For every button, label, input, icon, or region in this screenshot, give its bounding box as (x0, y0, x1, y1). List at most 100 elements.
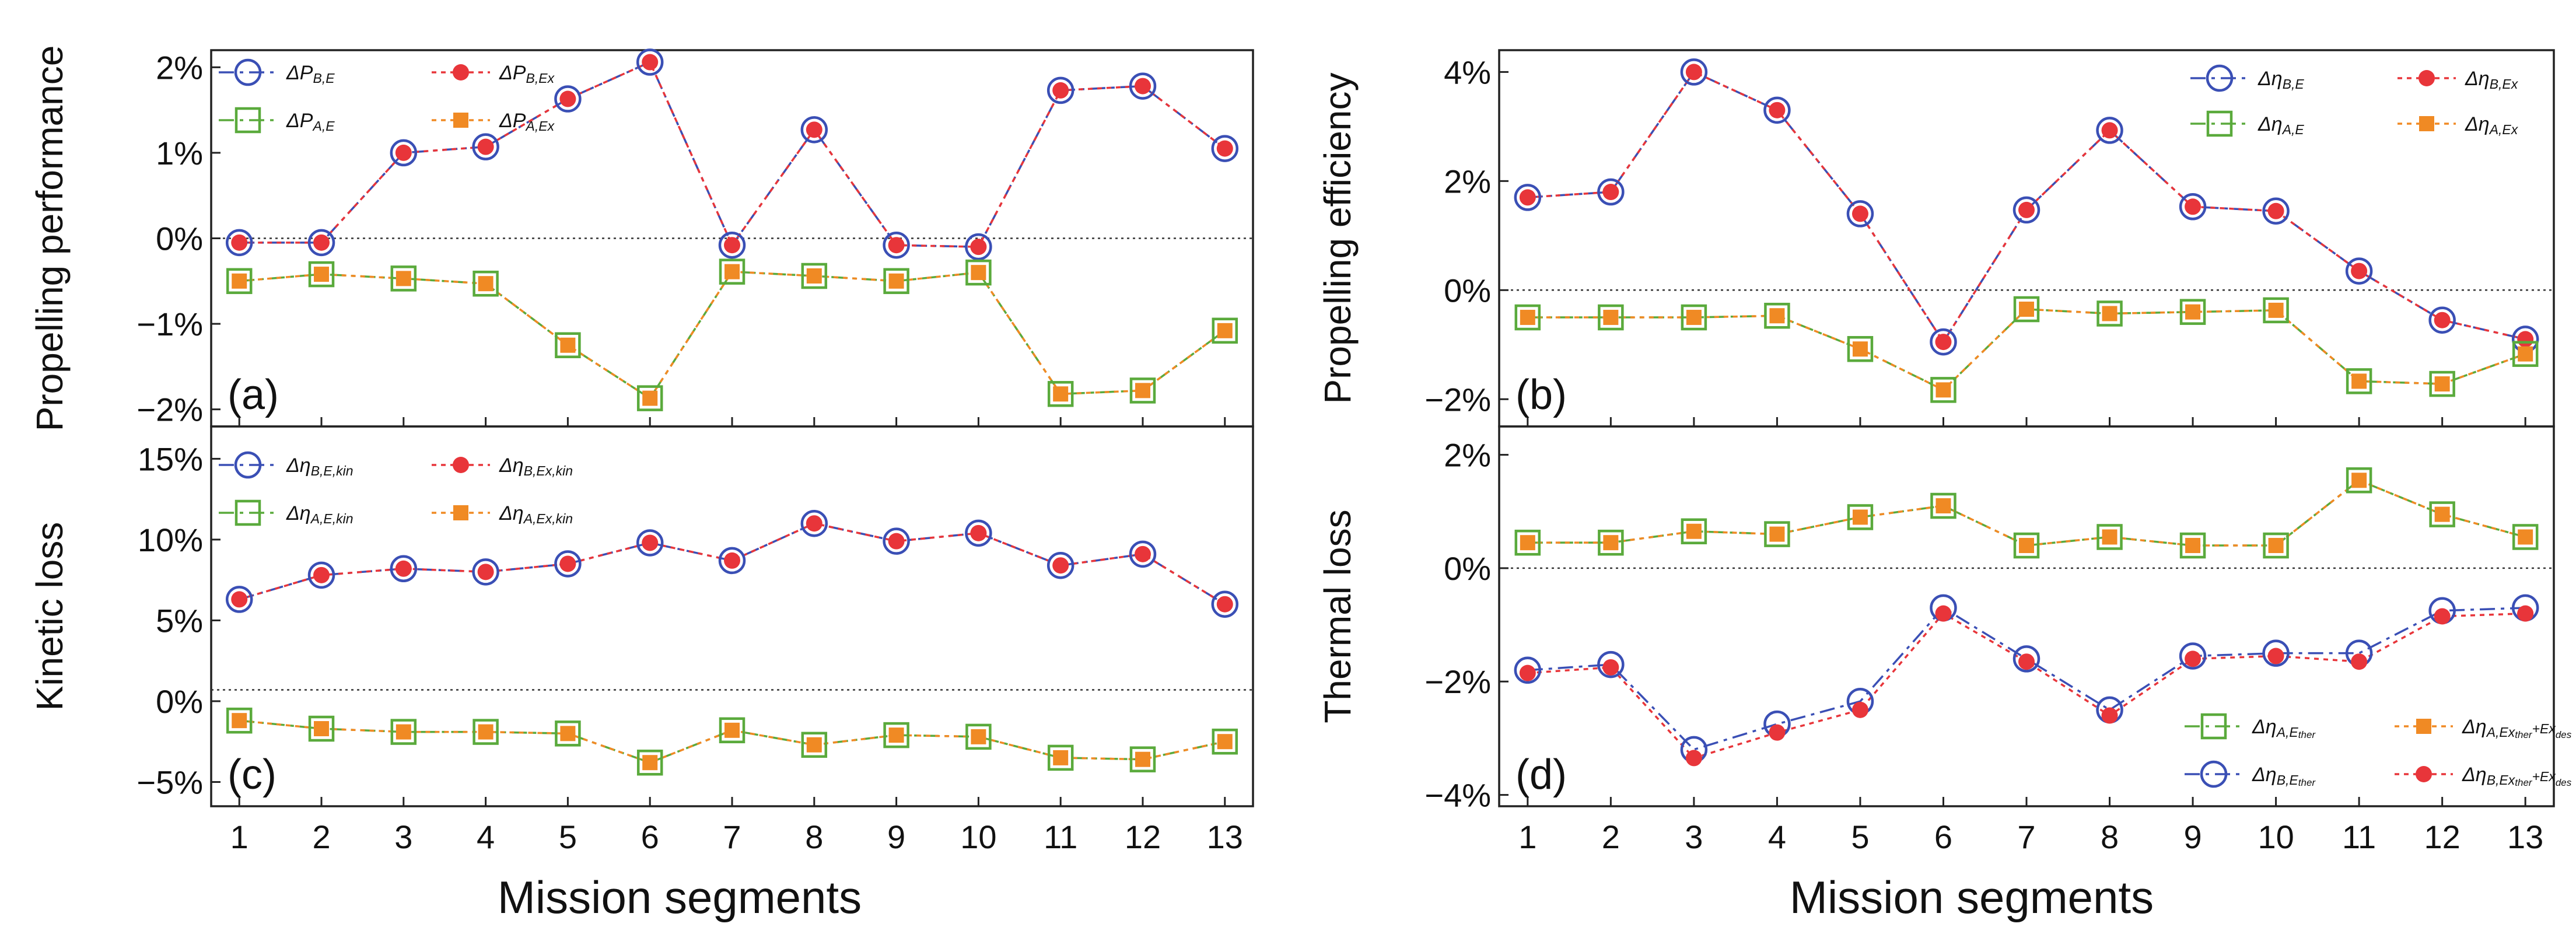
data-point (2518, 529, 2533, 545)
data-point (2096, 117, 2123, 144)
x-tick-label: 10 (960, 818, 996, 855)
legend-label: ΔPB,E (286, 62, 335, 86)
data-point (2018, 653, 2035, 670)
panel-a-propelling-performance: −2% −1% 0% 1% 2% Propelling performance (a) ΔPB… (29, 46, 1254, 431)
data-point (888, 237, 905, 254)
data-point (1514, 529, 1541, 556)
data-point (1935, 334, 1952, 351)
data-point (1217, 734, 1233, 750)
data-point (642, 755, 658, 771)
data-point (806, 268, 822, 284)
data-point (2429, 501, 2455, 527)
legend-marker (453, 64, 469, 81)
data-point (800, 116, 828, 144)
data-point (2263, 532, 2289, 559)
data-point (395, 144, 412, 161)
data-point (2179, 299, 2206, 325)
series-line (239, 270, 1226, 400)
data-point (2185, 304, 2201, 320)
series-line (239, 61, 1226, 248)
data-point (2512, 341, 2539, 367)
data-point (1212, 317, 1238, 344)
data-point (559, 555, 576, 572)
data-point (1852, 205, 1868, 222)
data-point (2102, 529, 2118, 545)
data-point (473, 719, 499, 745)
legend-marker (2416, 719, 2431, 734)
data-point (226, 707, 253, 734)
data-point (1681, 518, 1707, 545)
data-point (883, 231, 910, 259)
x-tick-label: 12 (1125, 818, 1161, 855)
data-point (883, 268, 909, 295)
y-tick-label: −2% (1424, 663, 1491, 700)
x-tick-label: 1 (1518, 818, 1536, 855)
legend-label: ΔηB,Exther+Exdes (2462, 764, 2572, 788)
x-tick-label: 5 (559, 818, 577, 855)
series-line (1527, 479, 2526, 547)
data-point (719, 258, 746, 285)
data-point (560, 337, 576, 353)
legend-label: ΔηB,E (2258, 68, 2304, 92)
data-point (1930, 377, 1957, 403)
data-point (2268, 302, 2284, 318)
data-point (2267, 648, 2284, 664)
x-tick-label: 7 (723, 818, 741, 855)
data-point (1769, 724, 1786, 741)
data-point (1216, 596, 1233, 613)
data-point (2013, 532, 2040, 559)
y-tick-label: 0% (156, 683, 203, 720)
data-point (1514, 304, 1541, 331)
data-point (1680, 58, 1708, 86)
legend-marker (453, 457, 469, 473)
data-point (2013, 296, 2040, 323)
data-point (1135, 751, 1150, 767)
data-point (1852, 701, 1868, 718)
legend-marker (453, 113, 468, 128)
data-point (1211, 135, 1239, 162)
data-point (1046, 76, 1074, 104)
data-point (2346, 467, 2372, 494)
data-point (2179, 642, 2207, 670)
data-point (1936, 382, 1951, 398)
legend-label: ΔηB,Ex,kin (499, 454, 573, 478)
data-point (390, 265, 417, 292)
data-point (719, 717, 746, 744)
data-point (2262, 639, 2290, 667)
data-point (2013, 645, 2041, 673)
data-point (970, 524, 987, 541)
data-point (2434, 608, 2451, 625)
data-point (2263, 297, 2289, 324)
data-point (1519, 189, 1536, 206)
data-point (801, 263, 828, 289)
data-point (1519, 664, 1536, 681)
data-point (970, 239, 987, 256)
data-point (642, 534, 659, 551)
data-point (560, 726, 576, 741)
x-tick-label: 9 (887, 818, 905, 855)
data-point (2351, 263, 2368, 279)
x-tick-label: 7 (2017, 818, 2035, 855)
legend-label: ΔηA,Exther+Exdes (2462, 716, 2572, 740)
y-tick-label: 2% (156, 49, 203, 86)
legend-marker (2200, 713, 2227, 740)
panel-b-propelling-efficiency: −2% 0% 2% 4% Propelling efficiency (b) ΔηB,E Δη… (1317, 49, 2555, 428)
data-point (1129, 746, 1156, 772)
data-point (2434, 376, 2450, 392)
data-point (396, 724, 411, 740)
x-tick-label: 6 (641, 818, 659, 855)
data-point (1129, 72, 1157, 100)
data-point (2434, 506, 2450, 522)
y-axis-label: Propelling efficiency (1317, 72, 1359, 404)
legend-marker (2418, 70, 2435, 86)
data-point (390, 139, 418, 167)
data-point (1847, 336, 1874, 362)
data-point (1763, 96, 1791, 124)
x-tick-label: 9 (2183, 818, 2202, 855)
data-point (314, 267, 330, 282)
data-point (642, 54, 659, 71)
legend-marker (2206, 110, 2233, 137)
legend-label: ΔηB,Ex (2465, 68, 2519, 92)
